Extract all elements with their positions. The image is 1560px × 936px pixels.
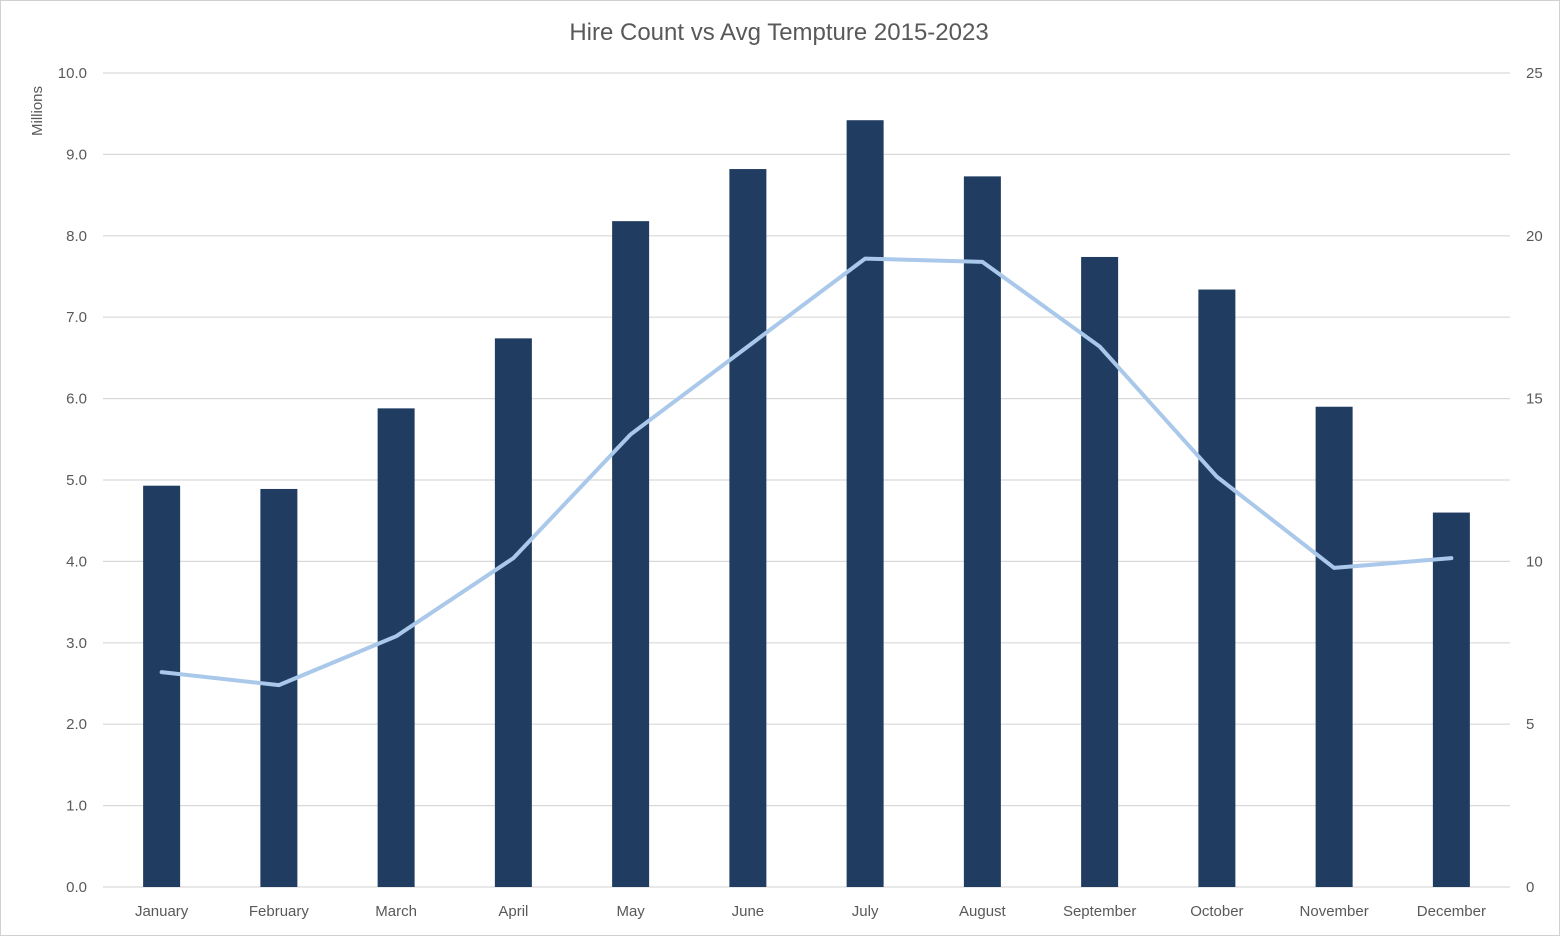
line-point bbox=[160, 670, 164, 674]
x-tick-label: January bbox=[135, 903, 189, 920]
line-point bbox=[746, 345, 750, 349]
line-point bbox=[1449, 556, 1453, 560]
bar bbox=[377, 408, 415, 887]
line-series bbox=[159, 256, 1454, 688]
bar-series bbox=[143, 120, 1470, 888]
chart-title: Hire Count vs Avg Tempture 2015-2023 bbox=[569, 19, 988, 46]
line-point bbox=[277, 683, 281, 687]
x-tick-label: February bbox=[249, 903, 310, 920]
x-tick-label: October bbox=[1190, 903, 1243, 920]
bar bbox=[1081, 256, 1119, 887]
y-left-tick-label: 1.0 bbox=[66, 798, 87, 815]
y-left-tick-label: 0.0 bbox=[66, 879, 87, 896]
x-tick-label: March bbox=[375, 903, 417, 920]
bar bbox=[1432, 512, 1470, 887]
x-tick-label: July bbox=[852, 903, 879, 920]
x-tick-label: December bbox=[1417, 903, 1486, 920]
x-axis-ticks: January February March April May June July Augu… bbox=[135, 903, 1486, 920]
x-tick-label: June bbox=[732, 903, 765, 920]
x-tick-label: November bbox=[1300, 903, 1369, 920]
x-tick-label: August bbox=[959, 903, 1007, 920]
y-right-tick-label: 0 bbox=[1526, 879, 1534, 896]
line-point bbox=[863, 257, 867, 261]
line-point bbox=[1098, 345, 1102, 349]
y-right-tick-label: 20 bbox=[1526, 228, 1543, 245]
bar bbox=[494, 338, 532, 887]
x-tick-label: April bbox=[498, 903, 528, 920]
bar bbox=[729, 169, 767, 887]
bar bbox=[612, 221, 650, 887]
x-tick-label: September bbox=[1063, 903, 1136, 920]
y-left-tick-label: 6.0 bbox=[66, 391, 87, 408]
line-point bbox=[1215, 475, 1219, 479]
y-axis-right-ticks: 0 5 10 15 20 25 bbox=[1526, 65, 1543, 896]
y-right-tick-label: 10 bbox=[1526, 553, 1543, 570]
y-left-tick-label: 2.0 bbox=[66, 716, 87, 733]
y-right-tick-label: 5 bbox=[1526, 716, 1534, 733]
y-left-tick-label: 4.0 bbox=[66, 553, 87, 570]
bar bbox=[1315, 406, 1353, 887]
y-axis-left-title: Millions bbox=[29, 86, 46, 136]
line-point bbox=[1332, 566, 1336, 570]
x-tick-label: May bbox=[616, 903, 645, 920]
y-left-tick-label: 3.0 bbox=[66, 635, 87, 652]
series-line bbox=[159, 256, 1454, 688]
line-point bbox=[629, 432, 633, 436]
line-point bbox=[980, 260, 984, 264]
bar bbox=[963, 176, 1001, 888]
y-right-tick-label: 15 bbox=[1526, 391, 1543, 408]
y-left-tick-label: 7.0 bbox=[66, 309, 87, 326]
bar bbox=[260, 488, 298, 887]
y-left-tick-label: 8.0 bbox=[66, 228, 87, 245]
y-left-tick-label: 10.0 bbox=[58, 65, 87, 82]
line-point bbox=[394, 634, 398, 638]
y-axis-left-ticks: 0.0 1.0 2.0 3.0 4.0 5.0 6.0 7.0 8.0 9.0 10.0 bbox=[58, 65, 87, 896]
line-point bbox=[511, 556, 515, 560]
y-left-tick-label: 5.0 bbox=[66, 472, 87, 489]
y-right-tick-label: 25 bbox=[1526, 65, 1543, 82]
gridlines bbox=[103, 72, 1510, 888]
bar bbox=[1198, 289, 1236, 887]
bar bbox=[143, 485, 181, 887]
y-left-tick-label: 9.0 bbox=[66, 146, 87, 163]
bar bbox=[846, 120, 884, 888]
